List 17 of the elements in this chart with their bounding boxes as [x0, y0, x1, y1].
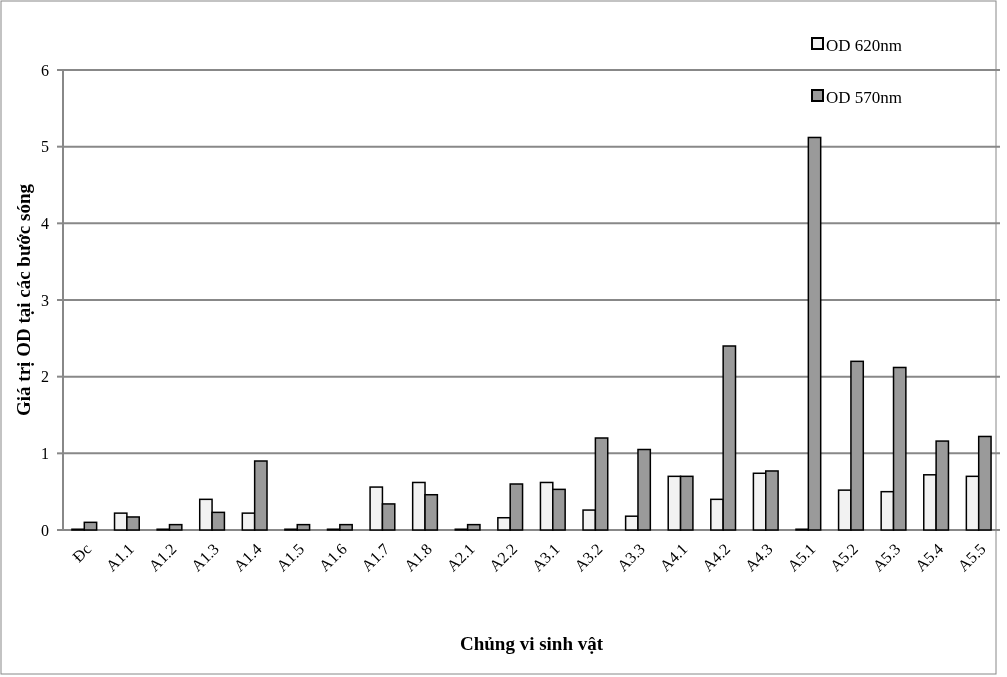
x-tick-label: A2.1: [443, 540, 478, 575]
x-tick-label: A5.1: [784, 540, 819, 575]
y-tick-label: 4: [41, 214, 49, 232]
y-axis-title: Giá trị OD tại các bước sóng: [13, 183, 34, 416]
y-tick-label: 3: [41, 291, 49, 309]
x-tick-label: A4.1: [656, 540, 691, 575]
y-tick-label: 0: [41, 521, 49, 539]
y-tick-label: 5: [41, 138, 49, 156]
x-tick-label: A1.1: [102, 540, 137, 575]
legend-label: OD 570nm: [826, 87, 903, 107]
x-axis-title: Chủng vi sinh vật: [459, 633, 604, 654]
y-tick-label: 2: [41, 368, 49, 386]
y-tick-label: 1: [41, 444, 49, 462]
x-tick-label: Đc: [69, 540, 95, 566]
legend-label: OD 620nm: [826, 35, 903, 55]
y-tick-label: 6: [41, 61, 49, 79]
x-tick-label: A3.1: [528, 540, 563, 575]
